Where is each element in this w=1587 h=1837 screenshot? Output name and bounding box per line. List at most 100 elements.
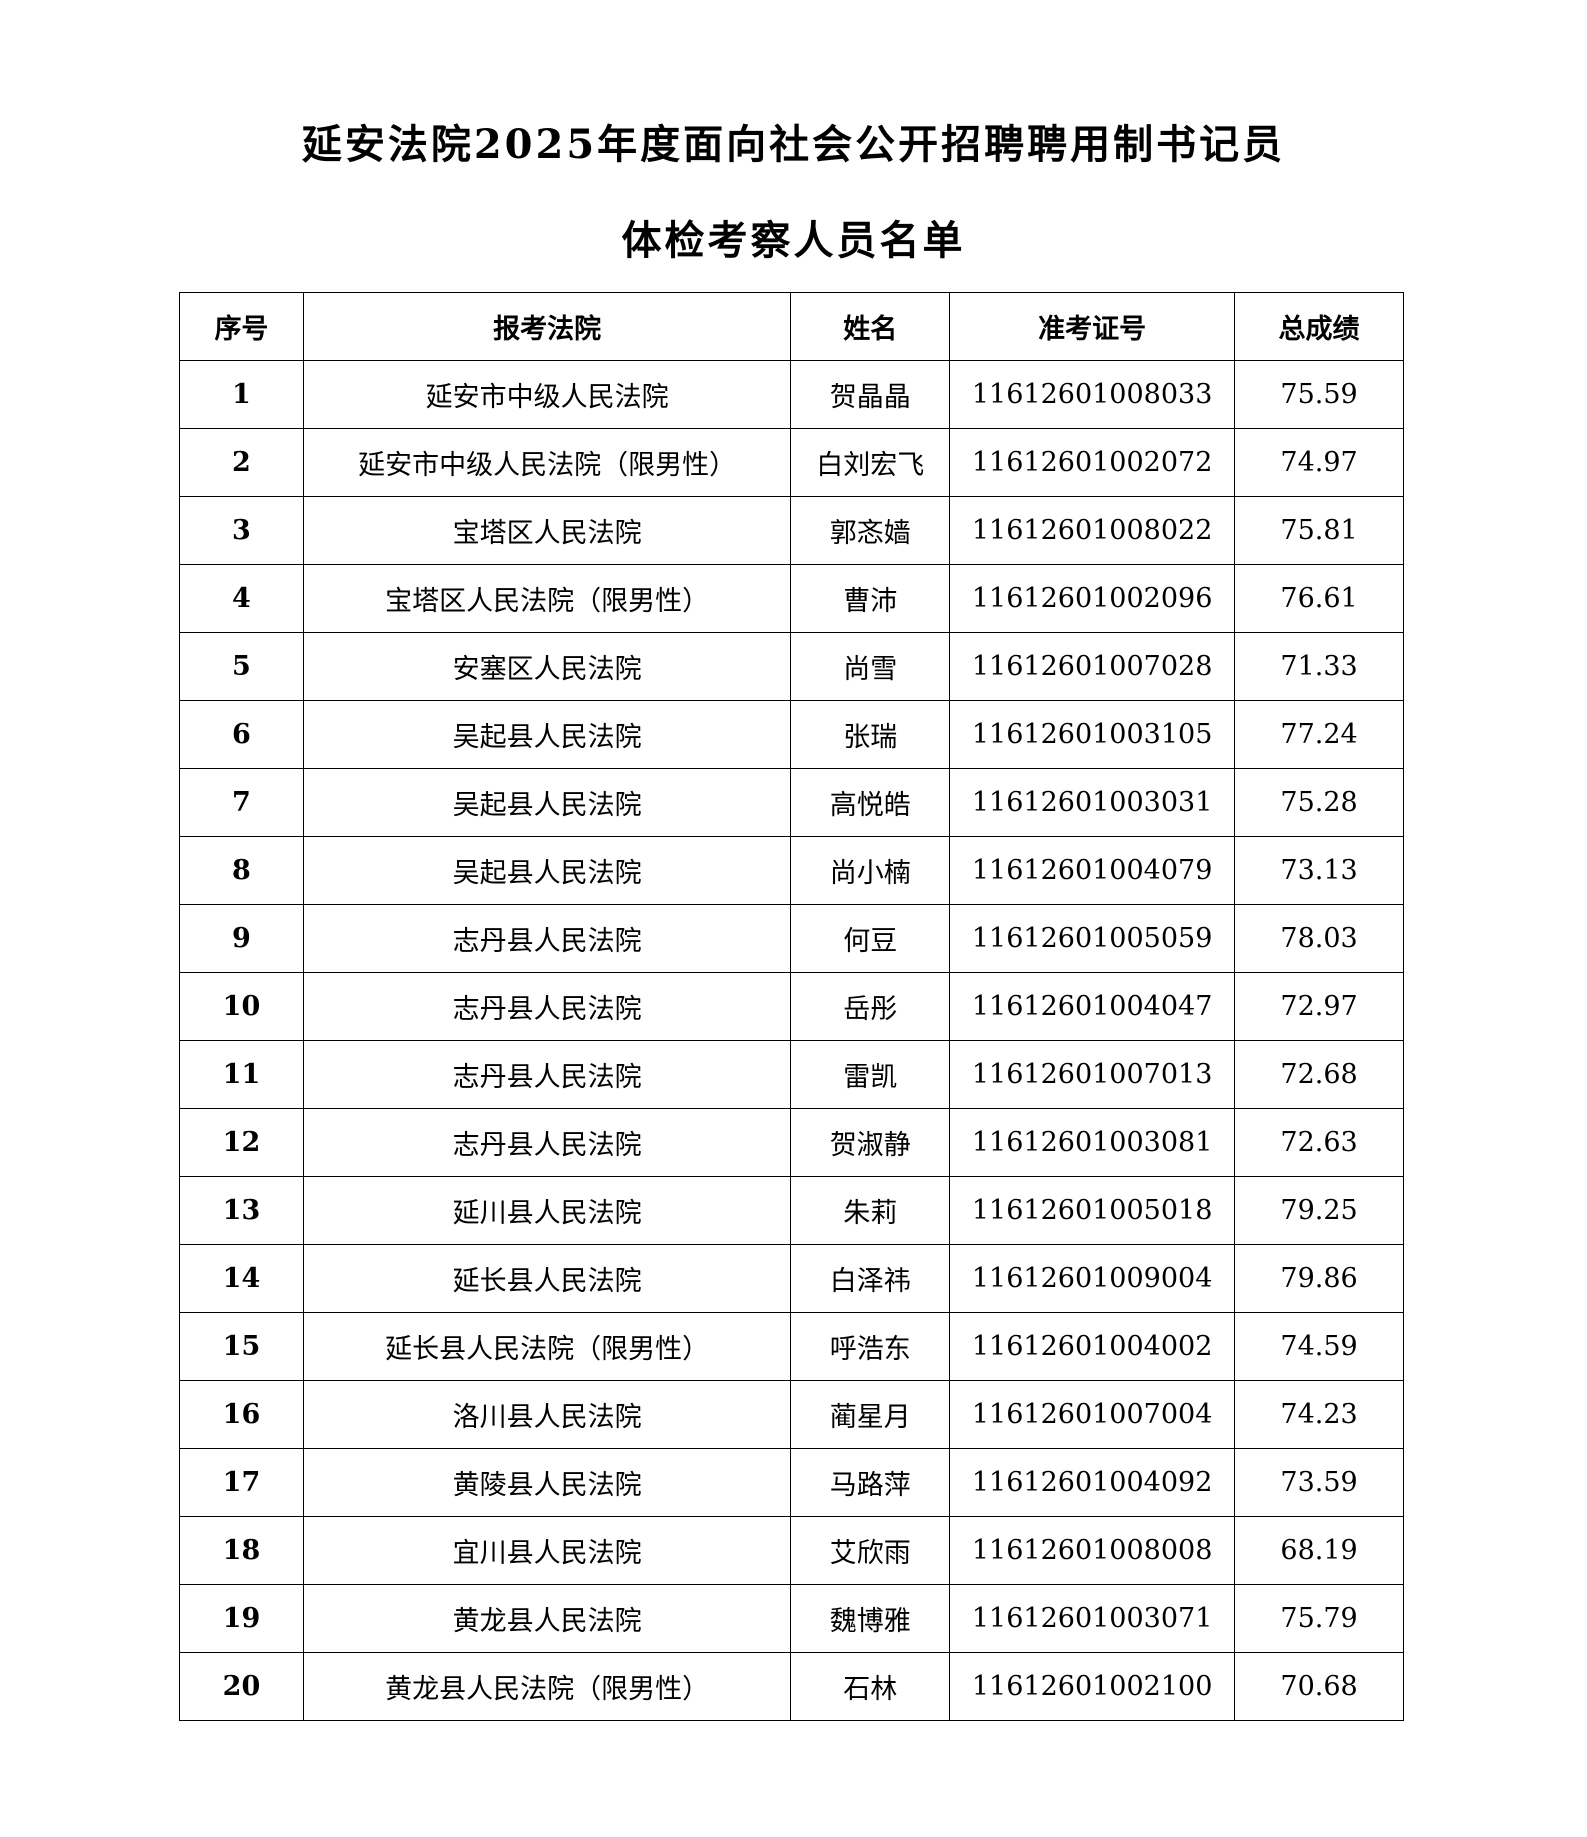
document-title: 延安法院2025年度面向社会公开招聘聘用制书记员 bbox=[301, 121, 1286, 168]
cell-index: 11 bbox=[179, 1040, 304, 1109]
cell-score: 72.63 bbox=[1234, 1108, 1404, 1177]
cell-name: 贺晶晶 bbox=[790, 360, 951, 429]
cell-name: 石林 bbox=[790, 1652, 951, 1721]
cell-exam-id: 11612601002096 bbox=[949, 564, 1236, 633]
cell-score: 75.59 bbox=[1234, 360, 1404, 429]
cell-court: 洛川县人民法院 bbox=[302, 1380, 792, 1449]
cell-name: 贺淑静 bbox=[790, 1108, 951, 1177]
cell-name: 蔺星月 bbox=[790, 1380, 951, 1449]
cell-name: 白泽祎 bbox=[790, 1244, 951, 1313]
cell-score: 79.86 bbox=[1234, 1244, 1404, 1313]
cell-exam-id: 11612601008033 bbox=[949, 360, 1236, 429]
cell-name: 岳彤 bbox=[790, 972, 951, 1041]
cell-name: 雷凯 bbox=[790, 1040, 951, 1109]
cell-court: 延长县人民法院（限男性） bbox=[302, 1312, 792, 1381]
cell-score: 76.61 bbox=[1234, 564, 1404, 633]
cell-index: 20 bbox=[179, 1652, 304, 1721]
cell-name: 何豆 bbox=[790, 904, 951, 973]
cell-score: 74.97 bbox=[1234, 428, 1404, 497]
cell-index: 2 bbox=[179, 428, 304, 497]
cell-court: 延川县人民法院 bbox=[302, 1176, 792, 1245]
cell-name: 张瑞 bbox=[790, 700, 951, 769]
cell-court: 安塞区人民法院 bbox=[302, 632, 792, 701]
cell-court: 黄陵县人民法院 bbox=[302, 1448, 792, 1517]
cell-exam-id: 11612601008022 bbox=[949, 496, 1236, 565]
cell-exam-id: 11612601003105 bbox=[949, 700, 1236, 769]
table-row: 16 洛川县人民法院 蔺星月 11612601007004 74.23 bbox=[179, 1380, 1404, 1449]
cell-name: 郭忞嫱 bbox=[790, 496, 951, 565]
cell-exam-id: 11612601005018 bbox=[949, 1176, 1236, 1245]
table-row: 6 吴起县人民法院 张瑞 11612601003105 77.24 bbox=[179, 700, 1404, 769]
cell-exam-id: 11612601003081 bbox=[949, 1108, 1236, 1177]
cell-court: 吴起县人民法院 bbox=[302, 768, 792, 837]
header-court: 报考法院 bbox=[302, 292, 792, 361]
cell-name: 马路萍 bbox=[790, 1448, 951, 1517]
cell-name: 白刘宏飞 bbox=[790, 428, 951, 497]
cell-court: 宝塔区人民法院 bbox=[302, 496, 792, 565]
cell-score: 79.25 bbox=[1234, 1176, 1404, 1245]
table-row: 12 志丹县人民法院 贺淑静 11612601003081 72.63 bbox=[179, 1108, 1404, 1177]
cell-exam-id: 11612601007028 bbox=[949, 632, 1236, 701]
cell-index: 3 bbox=[179, 496, 304, 565]
cell-exam-id: 11612601003031 bbox=[949, 768, 1236, 837]
cell-index: 4 bbox=[179, 564, 304, 633]
cell-index: 6 bbox=[179, 700, 304, 769]
cell-name: 曹沛 bbox=[790, 564, 951, 633]
cell-exam-id: 11612601004002 bbox=[949, 1312, 1236, 1381]
candidate-table: 序号 报考法院 姓名 准考证号 总成绩 1 延安市中级人民法院 贺晶晶 1161260… bbox=[179, 292, 1404, 1721]
cell-score: 74.59 bbox=[1234, 1312, 1404, 1381]
cell-court: 延安市中级人民法院（限男性） bbox=[302, 428, 792, 497]
table-row: 13 延川县人民法院 朱莉 11612601005018 79.25 bbox=[179, 1176, 1404, 1245]
cell-score: 72.68 bbox=[1234, 1040, 1404, 1109]
cell-name: 朱莉 bbox=[790, 1176, 951, 1245]
cell-index: 5 bbox=[179, 632, 304, 701]
cell-exam-id: 11612601007004 bbox=[949, 1380, 1236, 1449]
cell-court: 宜川县人民法院 bbox=[302, 1516, 792, 1585]
cell-court: 志丹县人民法院 bbox=[302, 904, 792, 973]
table-row: 18 宜川县人民法院 艾欣雨 11612601008008 68.19 bbox=[179, 1516, 1404, 1585]
table-row: 7 吴起县人民法院 高悦皓 11612601003031 75.28 bbox=[179, 768, 1404, 837]
cell-score: 70.68 bbox=[1234, 1652, 1404, 1721]
cell-court: 志丹县人民法院 bbox=[302, 1108, 792, 1177]
table-row: 19 黄龙县人民法院 魏博雅 11612601003071 75.79 bbox=[179, 1584, 1404, 1653]
cell-court: 宝塔区人民法院（限男性） bbox=[302, 564, 792, 633]
cell-court: 黄龙县人民法院（限男性） bbox=[302, 1652, 792, 1721]
table-row: 14 延长县人民法院 白泽祎 11612601009004 79.86 bbox=[179, 1244, 1404, 1313]
table-row: 15 延长县人民法院（限男性） 呼浩东 11612601004002 74.59 bbox=[179, 1312, 1404, 1381]
cell-name: 艾欣雨 bbox=[790, 1516, 951, 1585]
cell-score: 74.23 bbox=[1234, 1380, 1404, 1449]
cell-score: 75.81 bbox=[1234, 496, 1404, 565]
table-row: 3 宝塔区人民法院 郭忞嫱 11612601008022 75.81 bbox=[179, 496, 1404, 565]
cell-exam-id: 11612601007013 bbox=[949, 1040, 1236, 1109]
cell-score: 73.13 bbox=[1234, 836, 1404, 905]
cell-exam-id: 11612601004079 bbox=[949, 836, 1236, 905]
cell-score: 78.03 bbox=[1234, 904, 1404, 973]
cell-court: 吴起县人民法院 bbox=[302, 700, 792, 769]
cell-index: 16 bbox=[179, 1380, 304, 1449]
cell-index: 1 bbox=[179, 360, 304, 429]
table-header-row: 序号 报考法院 姓名 准考证号 总成绩 bbox=[179, 292, 1404, 361]
cell-court: 延安市中级人民法院 bbox=[302, 360, 792, 429]
cell-exam-id: 11612601003071 bbox=[949, 1584, 1236, 1653]
cell-exam-id: 11612601008008 bbox=[949, 1516, 1236, 1585]
cell-score: 77.24 bbox=[1234, 700, 1404, 769]
cell-index: 15 bbox=[179, 1312, 304, 1381]
cell-exam-id: 11612601004092 bbox=[949, 1448, 1236, 1517]
table-row: 17 黄陵县人民法院 马路萍 11612601004092 73.59 bbox=[179, 1448, 1404, 1517]
cell-index: 18 bbox=[179, 1516, 304, 1585]
table-row: 2 延安市中级人民法院（限男性） 白刘宏飞 11612601002072 74.97 bbox=[179, 428, 1404, 497]
table-row: 9 志丹县人民法院 何豆 11612601005059 78.03 bbox=[179, 904, 1404, 973]
cell-court: 志丹县人民法院 bbox=[302, 972, 792, 1041]
cell-score: 72.97 bbox=[1234, 972, 1404, 1041]
header-index: 序号 bbox=[179, 292, 304, 361]
header-exam-id: 准考证号 bbox=[949, 292, 1236, 361]
cell-court: 延长县人民法院 bbox=[302, 1244, 792, 1313]
cell-index: 10 bbox=[179, 972, 304, 1041]
cell-name: 呼浩东 bbox=[790, 1312, 951, 1381]
cell-index: 12 bbox=[179, 1108, 304, 1177]
cell-exam-id: 11612601005059 bbox=[949, 904, 1236, 973]
cell-index: 8 bbox=[179, 836, 304, 905]
cell-name: 魏博雅 bbox=[790, 1584, 951, 1653]
cell-court: 吴起县人民法院 bbox=[302, 836, 792, 905]
cell-index: 17 bbox=[179, 1448, 304, 1517]
